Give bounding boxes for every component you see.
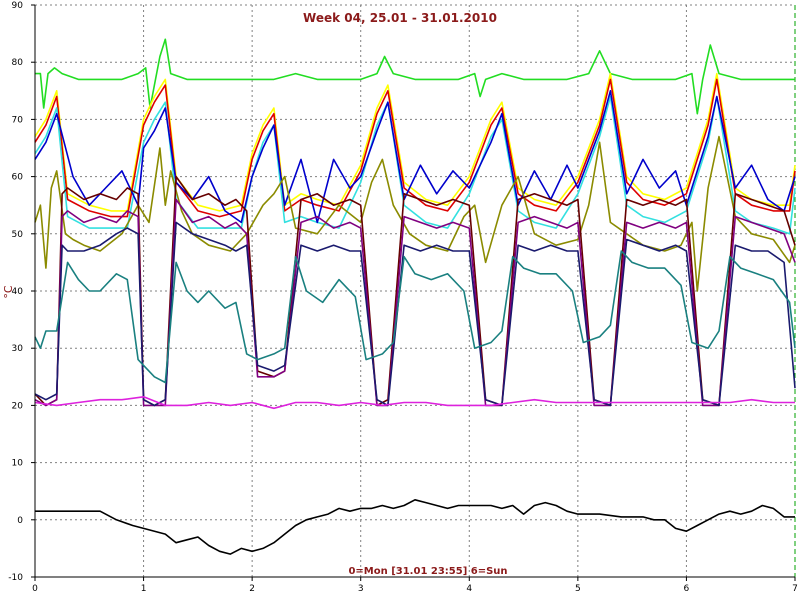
x-tick-label: 6 xyxy=(684,584,690,594)
series-line-1 xyxy=(35,38,795,115)
x-tick-label: 2 xyxy=(249,584,255,594)
y-tick-label: 80 xyxy=(12,58,24,68)
series-line-10 xyxy=(34,250,796,384)
x-tick-label: 7 xyxy=(792,584,798,594)
series-line-5 xyxy=(34,90,796,224)
series-line-6 xyxy=(34,135,796,292)
x-tick-label: 4 xyxy=(466,584,472,594)
y-tick-label: 70 xyxy=(12,115,24,125)
series-line-9 xyxy=(34,221,796,407)
y-tick-label: 0 xyxy=(17,516,23,526)
chart-footer: 0=Mon [31.01 23:55] 6=Sun xyxy=(348,566,507,577)
x-tick-label: 0 xyxy=(32,584,38,594)
axes xyxy=(31,4,796,581)
x-tick-label: 5 xyxy=(575,584,581,594)
x-tick-label: 1 xyxy=(141,584,147,594)
y-tick-label: 10 xyxy=(12,459,24,469)
y-tick-label: -10 xyxy=(8,573,23,583)
y-tick-label: 30 xyxy=(12,344,24,354)
y-tick-label: 90 xyxy=(12,1,24,11)
y-axis-label: °C xyxy=(2,285,15,299)
y-tick-label: 40 xyxy=(12,287,24,297)
chart-title: Week 04, 25.01 - 31.01.2010 xyxy=(303,11,497,25)
tick-labels: -10 0 10 20 30 40 50 60 70 80 90 0 1 2 3 4 5 6 7 xyxy=(8,1,798,594)
series-line-2 xyxy=(34,72,796,212)
series-line-3 xyxy=(34,78,796,218)
series-line-12 xyxy=(35,498,795,555)
series-lines xyxy=(34,38,796,555)
x-tick-label: 3 xyxy=(358,584,364,594)
y-tick-label: 20 xyxy=(12,401,24,411)
series-line-11 xyxy=(34,395,795,410)
y-tick-label: 50 xyxy=(12,230,24,240)
y-tick-label: 60 xyxy=(12,173,24,183)
